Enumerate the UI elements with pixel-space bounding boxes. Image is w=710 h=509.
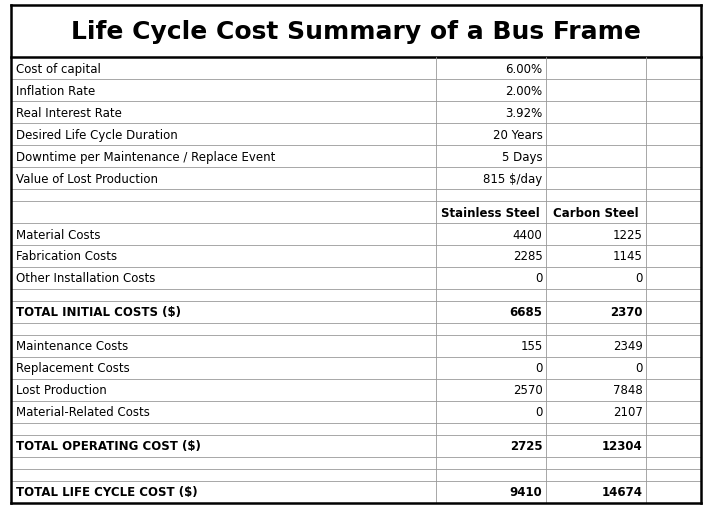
Text: Inflation Rate: Inflation Rate (16, 84, 95, 98)
Text: Material Costs: Material Costs (16, 228, 100, 241)
Text: 14674: 14674 (601, 486, 643, 498)
Text: 2725: 2725 (510, 439, 542, 453)
Text: 155: 155 (520, 340, 542, 353)
Text: Material-Related Costs: Material-Related Costs (16, 406, 150, 418)
Text: Replacement Costs: Replacement Costs (16, 362, 129, 375)
Text: 2570: 2570 (513, 384, 542, 397)
Text: TOTAL INITIAL COSTS ($): TOTAL INITIAL COSTS ($) (16, 306, 180, 319)
Text: 815 $/day: 815 $/day (484, 172, 542, 185)
Text: 4400: 4400 (513, 228, 542, 241)
Text: Carbon Steel: Carbon Steel (553, 206, 639, 219)
Text: Value of Lost Production: Value of Lost Production (16, 172, 158, 185)
Text: 6.00%: 6.00% (506, 63, 542, 76)
Text: 12304: 12304 (602, 439, 643, 453)
Text: Cost of capital: Cost of capital (16, 63, 101, 76)
Text: 0: 0 (635, 362, 643, 375)
Text: TOTAL LIFE CYCLE COST ($): TOTAL LIFE CYCLE COST ($) (16, 486, 197, 498)
Text: 5 Days: 5 Days (502, 150, 542, 163)
Text: 20 Years: 20 Years (493, 128, 542, 142)
Text: Maintenance Costs: Maintenance Costs (16, 340, 128, 353)
Text: Other Installation Costs: Other Installation Costs (16, 272, 155, 285)
Text: Fabrication Costs: Fabrication Costs (16, 250, 116, 263)
Text: Downtime per Maintenance / Replace Event: Downtime per Maintenance / Replace Event (16, 150, 275, 163)
Text: Real Interest Rate: Real Interest Rate (16, 106, 121, 120)
Text: 7848: 7848 (613, 384, 643, 397)
Text: 2370: 2370 (610, 306, 643, 319)
Text: 2107: 2107 (613, 406, 643, 418)
Text: 0: 0 (535, 272, 542, 285)
Text: 0: 0 (535, 406, 542, 418)
Text: 1145: 1145 (613, 250, 643, 263)
Text: 2.00%: 2.00% (506, 84, 542, 98)
Text: Desired Life Cycle Duration: Desired Life Cycle Duration (16, 128, 178, 142)
Text: 6685: 6685 (510, 306, 542, 319)
Text: Lost Production: Lost Production (16, 384, 106, 397)
Text: 2285: 2285 (513, 250, 542, 263)
Text: 2349: 2349 (613, 340, 643, 353)
Text: TOTAL OPERATING COST ($): TOTAL OPERATING COST ($) (16, 439, 200, 453)
Text: 9410: 9410 (510, 486, 542, 498)
Text: 0: 0 (635, 272, 643, 285)
Text: Stainless Steel: Stainless Steel (442, 206, 540, 219)
Text: 0: 0 (535, 362, 542, 375)
Text: Life Cycle Cost Summary of a Bus Frame: Life Cycle Cost Summary of a Bus Frame (71, 20, 641, 44)
Text: 3.92%: 3.92% (506, 106, 542, 120)
Bar (11, 6, 701, 58)
Text: 1225: 1225 (613, 228, 643, 241)
